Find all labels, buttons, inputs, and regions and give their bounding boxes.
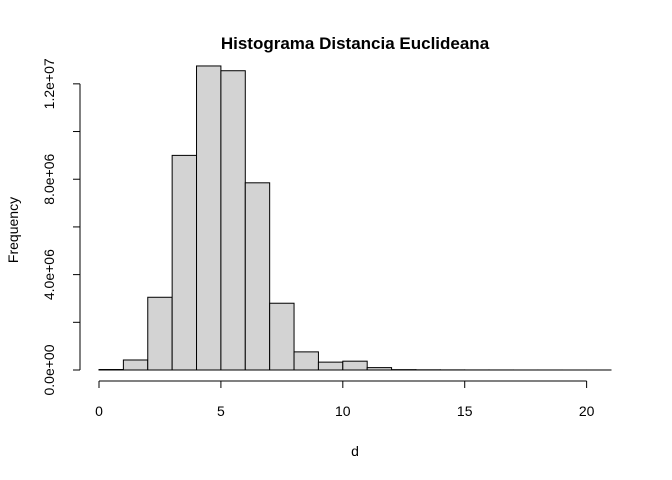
histogram-bar-10 bbox=[342, 360, 368, 371]
y-axis: 0.0e+00 4.0e+06 8.0e+06 1.2e+07 bbox=[41, 58, 81, 396]
histogram-bar-3 bbox=[171, 154, 198, 371]
x-tick-label: 0 bbox=[95, 403, 103, 419]
histogram-bar-7 bbox=[269, 302, 295, 371]
y-tick-label: 1.2e+07 bbox=[41, 58, 57, 109]
x-tick-label: 10 bbox=[335, 403, 351, 419]
y-tick-label: 8.0e+06 bbox=[41, 154, 57, 205]
x-axis-label: d bbox=[351, 443, 359, 459]
histogram-bars bbox=[98, 65, 612, 371]
histogram-bar-11 bbox=[366, 367, 393, 371]
y-tick-label: 0.0e+00 bbox=[41, 344, 57, 395]
x-tick-label: 20 bbox=[579, 403, 595, 419]
histogram-bar-5 bbox=[220, 70, 246, 371]
x-tick-label: 5 bbox=[217, 403, 225, 419]
x-tick-label: 15 bbox=[457, 403, 473, 419]
chart-title: Histograma Distancia Euclideana bbox=[221, 34, 490, 53]
histogram-bar-6 bbox=[244, 182, 271, 371]
histogram-bar-2 bbox=[147, 296, 173, 371]
histogram-bar-9 bbox=[317, 361, 344, 371]
histogram-bar-1 bbox=[122, 359, 149, 371]
histogram-bar-4 bbox=[196, 65, 222, 371]
x-axis: 0 5 10 15 20 bbox=[95, 380, 595, 419]
y-tick-label: 4.0e+06 bbox=[41, 249, 57, 300]
histogram-bar-8 bbox=[293, 351, 319, 371]
y-axis-label: Frequency bbox=[5, 197, 21, 263]
